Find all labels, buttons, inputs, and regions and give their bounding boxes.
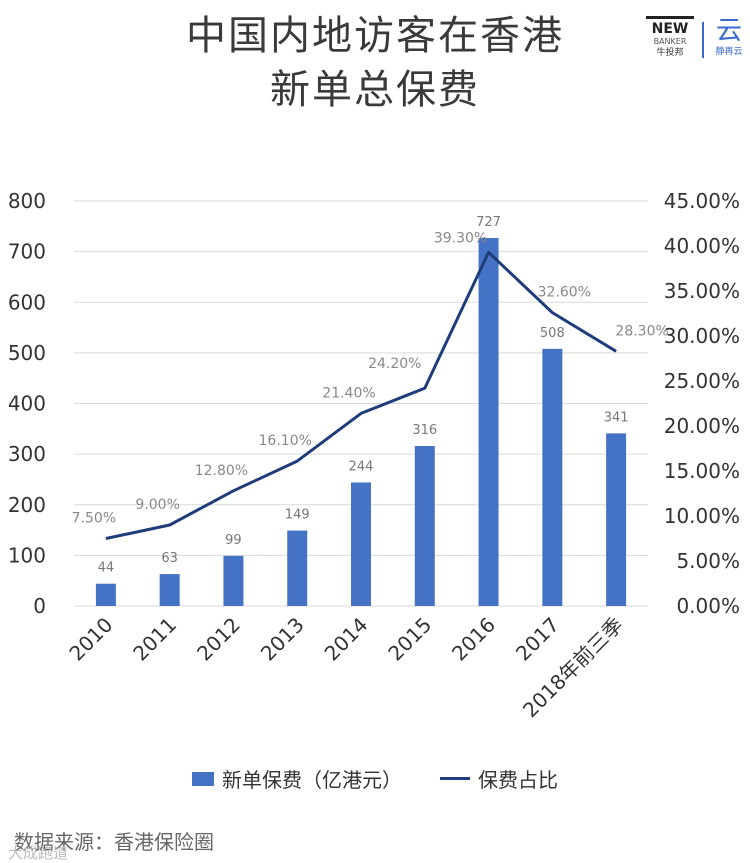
bar	[287, 530, 308, 606]
line-value-label: 9.00%	[135, 497, 179, 513]
bar	[478, 237, 499, 607]
legend-line-swatch	[440, 777, 470, 780]
bar	[223, 555, 244, 606]
y-right-tick-label: 30.00%	[664, 324, 740, 348]
legend-bar-swatch	[192, 771, 214, 786]
bar-value-label: 149	[285, 508, 310, 523]
yun-logo-mark: 云	[715, 16, 742, 46]
y-left-tick-label: 600	[8, 290, 46, 314]
x-tick-label: 2010	[64, 613, 117, 666]
bar	[606, 433, 627, 606]
bar-value-label: 316	[412, 423, 437, 438]
y-left-tick-label: 0	[33, 594, 46, 618]
bar	[414, 446, 435, 606]
line-value-label: 7.50%	[72, 511, 116, 527]
x-tick-label: 2016	[447, 613, 500, 666]
y-left-tick-label: 100	[8, 543, 46, 567]
data-source: 数据来源：香港保险圈	[14, 830, 214, 854]
chart-legend: 新单保费（亿港元） 保费占比	[0, 764, 750, 792]
bar-value-label: 244	[349, 459, 374, 474]
y-right-tick-label: 20.00%	[664, 414, 740, 438]
x-tick-label: 2015	[383, 613, 436, 666]
line-value-label: 12.80%	[195, 463, 248, 479]
y-left-tick-label: 500	[8, 341, 46, 365]
bar	[542, 348, 563, 606]
y-right-tick-label: 10.00%	[664, 504, 740, 528]
y-right-tick-label: 25.00%	[664, 369, 740, 393]
legend-item-line: 保费占比	[440, 764, 558, 793]
bar-value-label: 63	[161, 551, 178, 566]
y-left-tick-label: 800	[8, 189, 46, 213]
x-tick-label: 2014	[320, 613, 373, 666]
y-left-tick-label: 200	[8, 493, 46, 517]
newbanker-logo-mark: NEW	[646, 16, 694, 37]
x-tick-label: 2012	[192, 613, 245, 666]
y-right-tick-label: 40.00%	[664, 234, 740, 258]
line-value-label: 39.30%	[434, 230, 487, 246]
line-value-label: 24.20%	[368, 356, 421, 372]
yun-logo-cn: 静再云	[715, 47, 743, 57]
yun-logo: 云 静再云	[712, 16, 746, 58]
x-tick-label: 2011	[128, 613, 181, 666]
line-value-label: 16.10%	[259, 433, 312, 449]
bar-value-label: 99	[225, 533, 242, 548]
legend-bar-label: 新单保费（亿港元）	[222, 768, 402, 792]
y-right-tick-label: 5.00%	[676, 549, 740, 573]
y-left-tick-label: 400	[8, 392, 46, 416]
combo-chart: 0 100 200 300 400 500 600 700 800 0.00% 5.00% 10.00…	[8, 189, 740, 722]
y-right-tick-label: 45.00%	[664, 189, 740, 213]
y-right-tick-label: 35.00%	[664, 279, 740, 303]
bar	[95, 583, 116, 606]
bar-value-label: 727	[476, 215, 501, 230]
x-tick-label: 2013	[256, 613, 309, 666]
bar-value-label: 341	[604, 410, 629, 425]
newbanker-logo-sub: BANKER	[653, 37, 687, 46]
legend-item-bar: 新单保费（亿港元）	[192, 764, 402, 793]
y-left-tick-label: 300	[8, 442, 46, 466]
legend-line-label: 保费占比	[478, 768, 558, 792]
y-left-tick-label: 700	[8, 240, 46, 264]
line-series-path	[105, 250, 617, 540]
line-value-label: 28.30%	[615, 323, 668, 339]
chart-title-line-1: 中国内地访客在香港	[186, 13, 564, 59]
chart-title-line-2: 新单总保费	[270, 67, 480, 113]
y-right-tick-label: 0.00%	[676, 594, 740, 618]
bar-value-label: 508	[540, 326, 565, 341]
line-value-label: 21.40%	[322, 385, 375, 401]
bar	[351, 482, 371, 606]
x-tick-label: 2017	[511, 613, 564, 666]
newbanker-logo: NEW BANKER 牛投邦	[646, 16, 694, 59]
bar-value-label: 44	[98, 561, 115, 576]
bar	[159, 574, 180, 606]
y-right-tick-label: 15.00%	[664, 459, 740, 483]
newbanker-logo-cn: 牛投邦	[656, 48, 684, 58]
line-value-label: 32.60%	[538, 285, 591, 301]
watermark: 大成跑道	[8, 844, 69, 862]
logo-separator	[702, 22, 704, 58]
